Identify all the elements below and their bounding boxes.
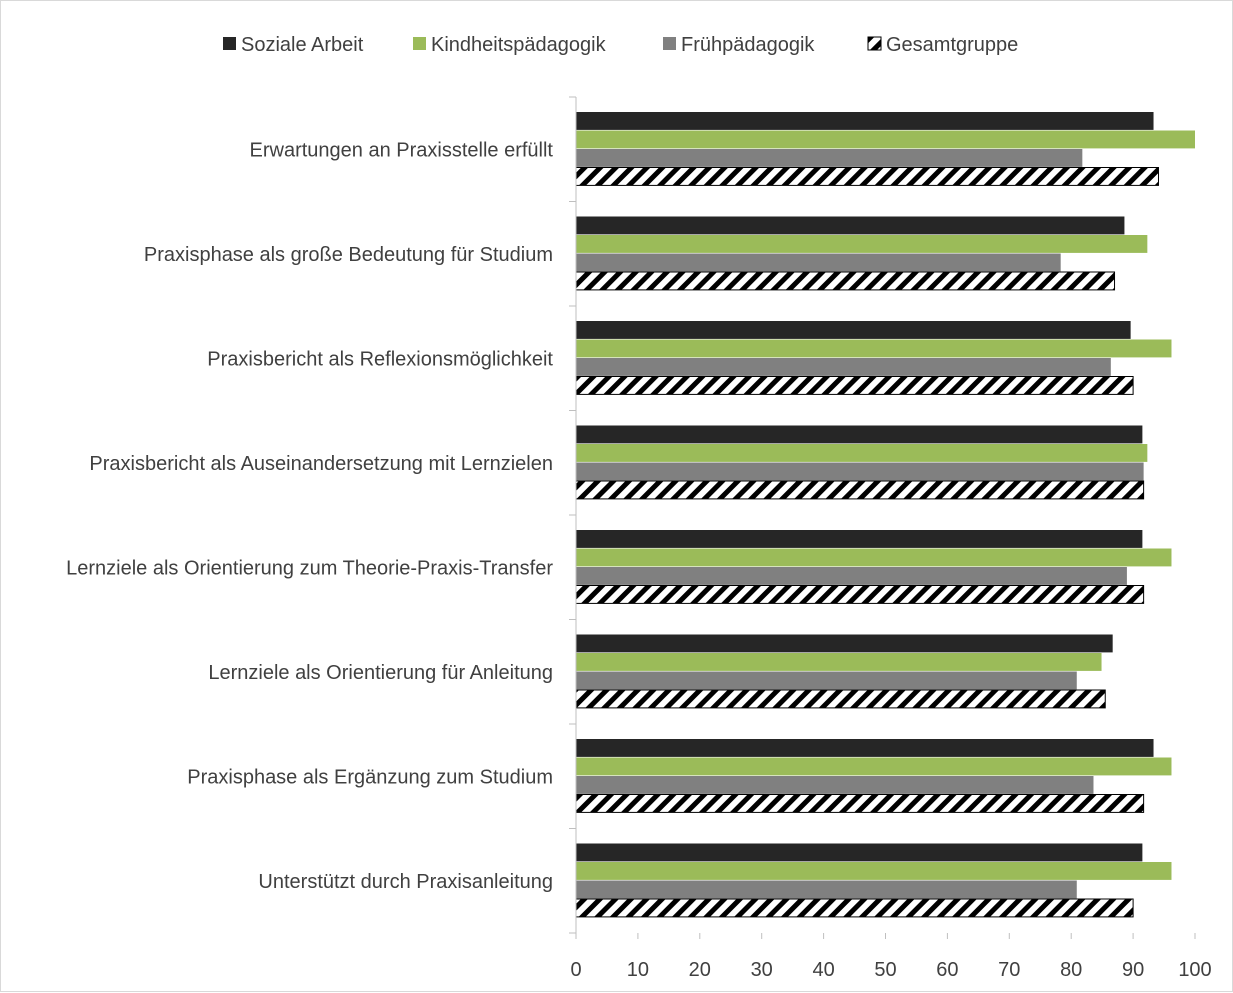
- bar-fruhpadagogik-6: [576, 671, 1077, 690]
- bar-gesamtgruppe-7: [575, 794, 1145, 813]
- category-label-4: Praxisbericht als Auseinandersetzung mit…: [89, 453, 553, 475]
- legend-swatch-gesamtgruppe: [867, 36, 882, 51]
- bar-gesamtgruppe-3: [575, 376, 1134, 395]
- x-tick-label-40: 40: [812, 959, 834, 981]
- category-label-5: Lernziele als Orientierung zum Theorie-P…: [66, 557, 553, 579]
- legend-label-fruhpadagogik: Frühpädagogik: [681, 34, 815, 56]
- category-label-2: Praxisphase als große Bedeutung für Stud…: [144, 244, 553, 266]
- bar-gesamtgruppe-4: [575, 480, 1145, 500]
- bar-gesamtgruppe-8: [575, 898, 1134, 918]
- bar-fruhpadagogik-1: [576, 149, 1083, 167]
- x-tick-label-30: 30: [751, 959, 773, 981]
- bar-gesamtgruppe-6: [575, 689, 1106, 709]
- bar-soziale-arbeit-4: [576, 425, 1143, 444]
- category-label-8: Unterstützt durch Praxisanleitung: [258, 871, 553, 893]
- bar-soziale-arbeit-8: [576, 843, 1143, 862]
- bar-kindheitspadagogik-6: [576, 653, 1102, 671]
- x-tick-label-80: 80: [1060, 959, 1082, 981]
- legend-swatch-soziale-arbeit: [223, 37, 236, 50]
- bar-fruhpadagogik-8: [576, 880, 1077, 899]
- legend-swatch-fruhpadagogik: [663, 37, 676, 50]
- x-tick-label-90: 90: [1122, 959, 1144, 981]
- x-tick-labels: 0 10 20 30 40 50 60 70 80 90 100: [570, 959, 1211, 981]
- bar-soziale-arbeit-5: [576, 530, 1143, 548]
- category-label-3: Praxisbericht als Reflexionsmöglichkeit: [207, 348, 553, 370]
- bar-kindheitspadagogik-1: [576, 130, 1195, 149]
- x-tick-label-20: 20: [689, 959, 711, 981]
- bar-kindheitspadagogik-8: [576, 862, 1172, 880]
- x-tick-label-50: 50: [874, 959, 896, 981]
- bar-soziale-arbeit-2: [576, 216, 1125, 235]
- bar-gesamtgruppe-2: [575, 271, 1116, 291]
- bar-kindheitspadagogik-7: [576, 757, 1172, 776]
- legend-label-gesamtgruppe: Gesamtgruppe: [886, 34, 1018, 56]
- bar-soziale-arbeit-6: [576, 634, 1113, 653]
- bar-soziale-arbeit-1: [576, 112, 1154, 130]
- bar-kindheitspadagogik-4: [576, 444, 1148, 462]
- category-label-1: Erwartungen an Praxisstelle erfüllt: [250, 139, 554, 161]
- bar-fruhpadagogik-3: [576, 358, 1111, 376]
- x-tick-label-100: 100: [1178, 959, 1211, 981]
- bar-fruhpadagogik-7: [576, 776, 1094, 794]
- axes-group: [569, 96, 1196, 939]
- x-tick-label-60: 60: [936, 959, 958, 981]
- x-tick-label-0: 0: [570, 959, 581, 981]
- bar-fruhpadagogik-4: [576, 462, 1144, 481]
- legend-label-soziale-arbeit: Soziale Arbeit: [241, 34, 364, 56]
- bar-gesamtgruppe-1: [575, 167, 1159, 186]
- category-labels: Erwartungen an Praxisstelle erfüllt Praxi…: [66, 139, 553, 893]
- x-tick-label-70: 70: [998, 959, 1020, 981]
- chart-legend: Soziale Arbeit Kindheitspädagogik Frühpäda…: [223, 34, 1018, 56]
- bar-kindheitspadagogik-3: [576, 339, 1172, 358]
- bar-kindheitspadagogik-2: [576, 235, 1148, 253]
- bar-kindheitspadagogik-5: [576, 548, 1172, 567]
- legend-label-kindheitspadagogik: Kindheitspädagogik: [431, 34, 607, 56]
- bars-group: [575, 112, 1195, 918]
- bar-soziale-arbeit-3: [576, 321, 1131, 339]
- category-label-6: Lernziele als Orientierung für Anleitung: [208, 662, 553, 684]
- bar-fruhpadagogik-5: [576, 567, 1127, 585]
- x-tick-label-10: 10: [627, 959, 649, 981]
- bar-soziale-arbeit-7: [576, 739, 1154, 757]
- bar-gesamtgruppe-5: [575, 585, 1145, 604]
- legend-swatch-kindheitspadagogik: [413, 37, 426, 50]
- category-label-7: Praxisphase als Ergänzung zum Studium: [187, 766, 553, 788]
- bar-fruhpadagogik-2: [576, 253, 1061, 272]
